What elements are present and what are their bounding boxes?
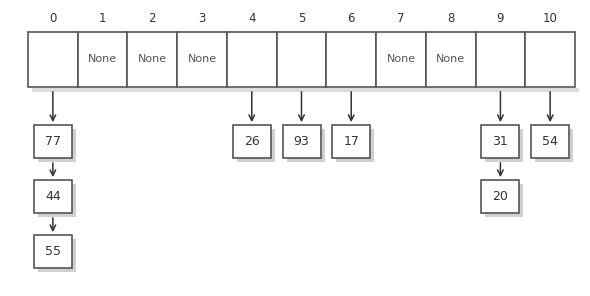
Text: None: None: [436, 54, 466, 65]
Text: 1: 1: [99, 12, 106, 25]
Text: 5: 5: [298, 12, 305, 25]
Text: None: None: [386, 54, 415, 65]
Bar: [376, 32, 426, 87]
Bar: [332, 125, 371, 158]
Bar: [476, 32, 525, 87]
Bar: [426, 32, 476, 87]
Bar: [38, 129, 76, 162]
Bar: [177, 32, 227, 87]
Bar: [227, 32, 277, 87]
Text: 77: 77: [45, 135, 61, 148]
Bar: [38, 239, 76, 272]
Text: 9: 9: [497, 12, 504, 25]
Bar: [277, 32, 326, 87]
Bar: [525, 32, 575, 87]
Text: None: None: [188, 54, 217, 65]
Text: 3: 3: [198, 12, 206, 25]
Text: None: None: [88, 54, 117, 65]
Bar: [28, 32, 78, 87]
Bar: [34, 180, 72, 213]
Bar: [283, 125, 320, 158]
Text: 17: 17: [343, 135, 359, 148]
Bar: [535, 129, 573, 162]
Text: None: None: [137, 54, 167, 65]
Bar: [32, 88, 579, 92]
Bar: [481, 125, 519, 158]
Bar: [481, 180, 519, 213]
Bar: [127, 32, 177, 87]
Bar: [336, 129, 374, 162]
Text: 93: 93: [294, 135, 309, 148]
Text: 7: 7: [397, 12, 405, 25]
Text: 31: 31: [493, 135, 508, 148]
Bar: [34, 125, 72, 158]
Text: 44: 44: [45, 190, 61, 203]
Bar: [326, 32, 376, 87]
Bar: [486, 184, 523, 217]
Text: 0: 0: [49, 12, 57, 25]
Text: 6: 6: [348, 12, 355, 25]
Text: 26: 26: [244, 135, 260, 148]
Bar: [34, 235, 72, 268]
Bar: [486, 129, 523, 162]
Bar: [287, 129, 325, 162]
Bar: [38, 184, 76, 217]
Bar: [233, 125, 271, 158]
Bar: [531, 125, 569, 158]
Bar: [237, 129, 275, 162]
Text: 10: 10: [543, 12, 558, 25]
Text: 4: 4: [248, 12, 255, 25]
Text: 20: 20: [493, 190, 509, 203]
Text: 55: 55: [45, 245, 61, 258]
Text: 2: 2: [149, 12, 156, 25]
Text: 54: 54: [542, 135, 558, 148]
Text: 8: 8: [447, 12, 454, 25]
Bar: [78, 32, 127, 87]
